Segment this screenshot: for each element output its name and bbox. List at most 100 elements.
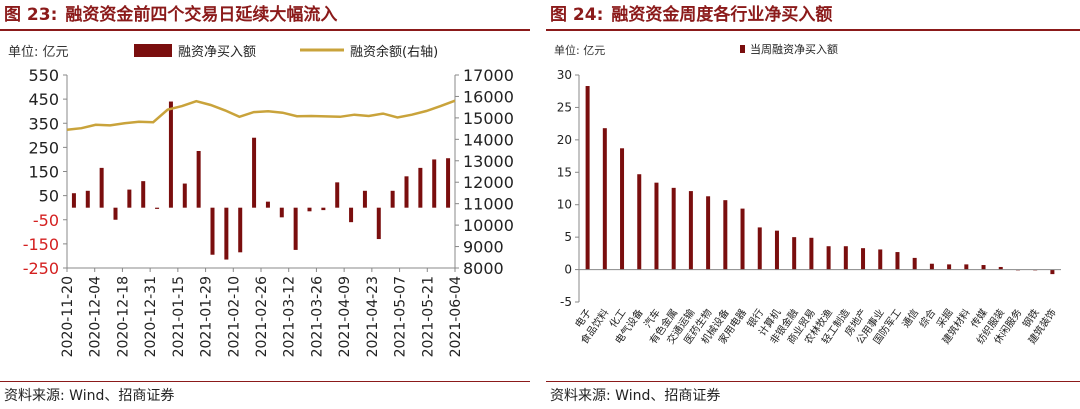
bar <box>878 249 883 270</box>
y-tick-label: 25 <box>557 100 572 114</box>
y-tick-label-right: 9000 <box>463 238 504 257</box>
y-tick-label-left: 350 <box>28 114 59 133</box>
bar <box>861 248 866 270</box>
bar <box>127 189 132 208</box>
bar <box>654 182 659 270</box>
y-tick-label-right: 16000 <box>463 87 514 106</box>
figure-number: 图 24: <box>550 5 604 25</box>
x-tick-label: 2020-12-31 <box>143 276 159 357</box>
bar <box>912 257 917 270</box>
y-tick-label-right: 17000 <box>463 66 514 85</box>
bar <box>335 182 340 208</box>
x-axis: 电子食品饮料化工电气设备汽车有色金属交通运输医药生物机械设备家用电器银行计算机非… <box>572 269 1061 346</box>
bar <box>620 148 625 270</box>
bar <box>792 237 797 270</box>
x-tick-label: 2021-04-23 <box>365 276 381 357</box>
bar <box>671 187 676 270</box>
source-note: 资料来源: Wind、招商证券 <box>4 388 175 404</box>
x-tick-label: 2021-03-12 <box>282 276 298 357</box>
legend: 融资净买入额 融资余额(右轴) <box>134 44 438 60</box>
y-tick-label-right: 13000 <box>463 152 514 171</box>
y-tick-label-right: 15000 <box>463 109 514 128</box>
x-tick-label: 2021-06-04 <box>448 276 464 357</box>
x-tick-label: 2021-02-10 <box>226 276 242 357</box>
bar <box>843 246 848 270</box>
bar <box>279 207 284 218</box>
figure-title: 图 23: 融资资金前四个交易日延续大幅流入 <box>4 2 337 28</box>
y-tick-label: 10 <box>557 198 572 212</box>
bar <box>210 207 215 255</box>
legend-label-line: 融资余额(右轴) <box>350 44 438 60</box>
bar <box>585 86 590 270</box>
bar <box>809 237 814 270</box>
bar <box>321 207 326 211</box>
y-tick-label: 30 <box>557 68 572 82</box>
bar <box>688 191 693 270</box>
title-divider <box>546 29 1080 31</box>
y-tick-label: -5 <box>560 295 572 309</box>
y-tick-label-right: 14000 <box>463 130 514 149</box>
source-note: 资料来源: Wind、招商证券 <box>550 388 721 404</box>
x-tick-label: 2020-12-04 <box>88 276 104 357</box>
x-tick-label: 2021-03-26 <box>309 276 325 357</box>
bar <box>964 264 969 270</box>
bar <box>404 176 409 208</box>
chart-panel-sector-flow: 图 24: 融资资金周度各行业净买入额 单位: 亿元 当周融资净买入额 30 25 2… <box>546 0 1080 409</box>
bar <box>706 196 711 270</box>
x-tick-label: 2021-05-21 <box>420 276 436 357</box>
x-tick-label: 2021-01-29 <box>199 276 215 357</box>
bar <box>224 207 229 260</box>
bar <box>1050 269 1055 275</box>
bar <box>99 167 104 208</box>
bar <box>637 174 642 270</box>
bar <box>182 183 187 208</box>
y-tick-label-left: 250 <box>28 138 59 157</box>
line-series <box>66 99 456 131</box>
bar <box>252 137 257 208</box>
y-tick-label-left: 50 <box>39 187 59 206</box>
y-tick-label-left: 150 <box>28 163 59 182</box>
bar <box>947 264 952 270</box>
legend-swatch-bar <box>740 45 745 53</box>
y-tick-label: 0 <box>564 263 572 277</box>
figure-number: 图 23: <box>4 5 58 25</box>
bar <box>155 207 160 209</box>
footer-divider <box>0 381 530 382</box>
legend: 当周融资净买入额 <box>740 42 838 56</box>
x-tick-label: 2021-04-09 <box>337 276 353 357</box>
bar <box>85 190 90 208</box>
legend-label: 当周融资净买入额 <box>750 42 838 56</box>
bar <box>113 207 118 220</box>
y-tick-label-left: 550 <box>28 66 59 85</box>
y-tick-label-right: 11000 <box>463 195 514 214</box>
y-axis-right: 17000 16000 15000 14000 13000 12000 11000 10000… <box>454 66 514 278</box>
bar <box>432 159 437 208</box>
y-tick-label: 20 <box>557 133 572 147</box>
bar <box>757 227 762 270</box>
bar <box>929 263 934 270</box>
bar <box>723 200 728 270</box>
y-tick-label-left: -50 <box>33 211 59 230</box>
bar <box>418 167 423 208</box>
bar <box>141 181 146 208</box>
figure-title-text: 融资资金周度各行业净买入额 <box>611 5 833 25</box>
bar <box>826 246 831 270</box>
margin-flow-chart: 单位: 亿元 融资净买入额 融资余额(右轴) 550 450 350 250 150 50… <box>8 44 514 357</box>
bar <box>265 201 270 208</box>
y-axis-left: 550 450 350 250 150 50 -50 -150 -250 <box>23 66 68 278</box>
x-axis: 2020-11-20 2020-12-04 2020-12-18 2020-12-31… <box>60 267 464 357</box>
bar <box>376 207 381 240</box>
y-tick-label-left: -250 <box>23 259 59 278</box>
bar-series <box>585 86 1055 275</box>
x-tick-label: 综合 <box>916 306 938 330</box>
unit-label: 单位: 亿元 <box>8 45 69 60</box>
sector-flow-chart: 单位: 亿元 当周融资净买入额 30 25 20 15 10 5 0 -5 电子食品饮料化工电… <box>554 42 1061 346</box>
x-tick-label: 2020-12-18 <box>115 276 131 357</box>
bar <box>349 207 354 223</box>
bar <box>196 150 201 208</box>
bar <box>774 230 779 270</box>
legend-swatch-bar <box>134 44 172 57</box>
bar <box>390 190 395 208</box>
x-tick-label: 2021-05-07 <box>393 276 409 357</box>
title-divider <box>0 29 530 31</box>
